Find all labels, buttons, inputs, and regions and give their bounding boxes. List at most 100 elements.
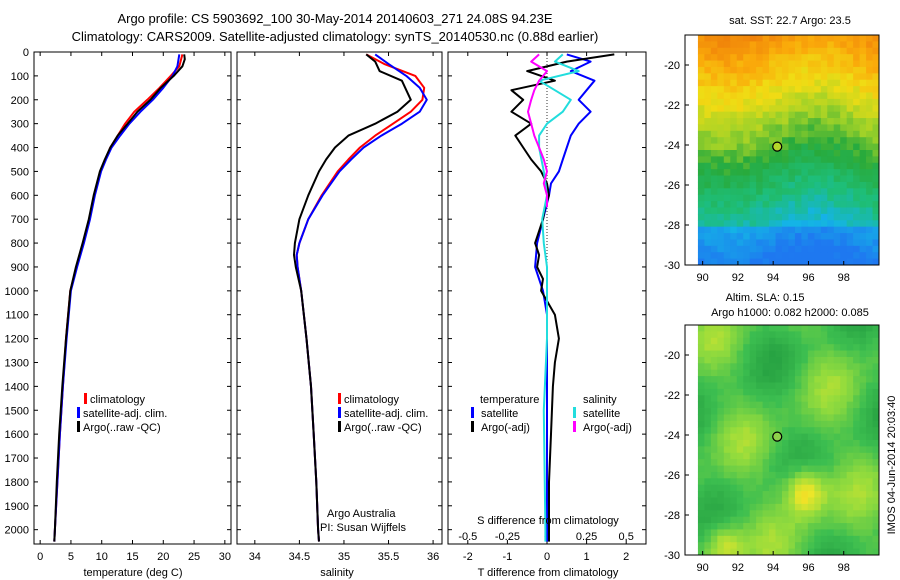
map-cell (814, 382, 822, 390)
map-cell (846, 60, 854, 68)
map-cell (710, 194, 718, 202)
map-cell (801, 478, 809, 486)
map-cell (730, 542, 738, 550)
map-y-tick-label: -20 (664, 60, 680, 72)
map-cell (846, 124, 854, 132)
map-cell (833, 408, 841, 415)
map-cell (730, 363, 738, 371)
map-cell (704, 440, 712, 447)
map-cell (704, 226, 712, 234)
map-cell (762, 337, 770, 345)
map-cell (820, 41, 828, 49)
map-cell (853, 47, 860, 55)
map-cell (820, 408, 828, 415)
map-cell (756, 433, 763, 441)
map-cell (872, 201, 880, 208)
map-cell (697, 41, 705, 49)
map-cell (840, 169, 848, 176)
temperature-x-axis: 0 5 10 15 20 25 30 (37, 52, 231, 563)
map-cell (762, 35, 770, 42)
map-cell (697, 471, 705, 479)
map-cell (807, 376, 815, 383)
map-cell (859, 245, 867, 253)
map-cell (833, 98, 841, 106)
map-cell (833, 433, 841, 441)
map-cell (697, 66, 705, 74)
map-cell (801, 376, 809, 383)
map-cell (846, 213, 854, 221)
depth-tick-label: 1600 (5, 429, 29, 441)
map-cell (710, 124, 718, 132)
map-cell (801, 175, 809, 183)
map-cell (697, 181, 705, 189)
map-cell (788, 356, 796, 364)
map-cell (743, 363, 751, 371)
map-cell (756, 478, 763, 486)
map-cell (801, 408, 809, 415)
map-cell (846, 465, 854, 473)
map-cell (717, 548, 725, 556)
map-cell (872, 175, 880, 183)
map-cell (769, 369, 776, 377)
map-cell (801, 41, 809, 49)
map-cell (743, 491, 751, 498)
map-cell (820, 188, 828, 196)
map-cell (807, 181, 815, 189)
map-cell (730, 369, 738, 377)
map-cell (853, 363, 860, 371)
map-cell (697, 201, 705, 208)
map-cell (762, 143, 770, 151)
map-cell (866, 523, 873, 530)
map-cell (859, 420, 867, 428)
map-cell (782, 325, 789, 332)
map-cell (736, 66, 744, 74)
x-tick-label: 34.5 (289, 551, 310, 563)
map-cell (749, 130, 757, 138)
map-cell (846, 226, 854, 234)
map-cell (697, 220, 705, 228)
map-cell (853, 98, 860, 106)
map-cell (704, 130, 712, 138)
map-cell (782, 111, 789, 119)
map-cell (769, 92, 776, 100)
map-cell (827, 150, 835, 157)
map-cell (775, 98, 783, 106)
map-cell (710, 382, 718, 390)
map-cell (866, 344, 873, 351)
map-cell (782, 41, 789, 49)
map-cell (833, 220, 841, 228)
map-cell (697, 105, 705, 113)
map-cell (756, 181, 763, 189)
map-cell (730, 529, 738, 537)
map-cell (704, 369, 712, 377)
map-cell (866, 491, 873, 498)
map-cell (833, 376, 841, 383)
map-cell (859, 401, 867, 409)
map-cell (736, 124, 744, 132)
map-cell (794, 408, 802, 415)
map-cell (820, 337, 828, 345)
map-cell (704, 181, 712, 189)
map-cell (788, 207, 796, 215)
map-cell (717, 201, 725, 208)
map-cell (743, 60, 751, 68)
map-cell (723, 245, 731, 253)
depth-tick-label: 1800 (5, 477, 29, 489)
map-cell (710, 258, 718, 266)
map-cell (749, 529, 757, 537)
map-cell (866, 535, 873, 543)
map-cell (762, 452, 770, 460)
map-cell (723, 181, 731, 189)
map-cell (827, 188, 835, 196)
map-cell (769, 194, 776, 202)
map-cell (801, 252, 809, 260)
map-cell (704, 452, 712, 460)
map-cell (820, 137, 828, 145)
map-cell (788, 194, 796, 202)
map-cell (704, 201, 712, 208)
map-cell (807, 258, 815, 266)
x-tick-label: 0 (544, 551, 550, 563)
map-cell (782, 401, 789, 409)
map-cell (827, 124, 835, 132)
map-cell (749, 548, 757, 556)
